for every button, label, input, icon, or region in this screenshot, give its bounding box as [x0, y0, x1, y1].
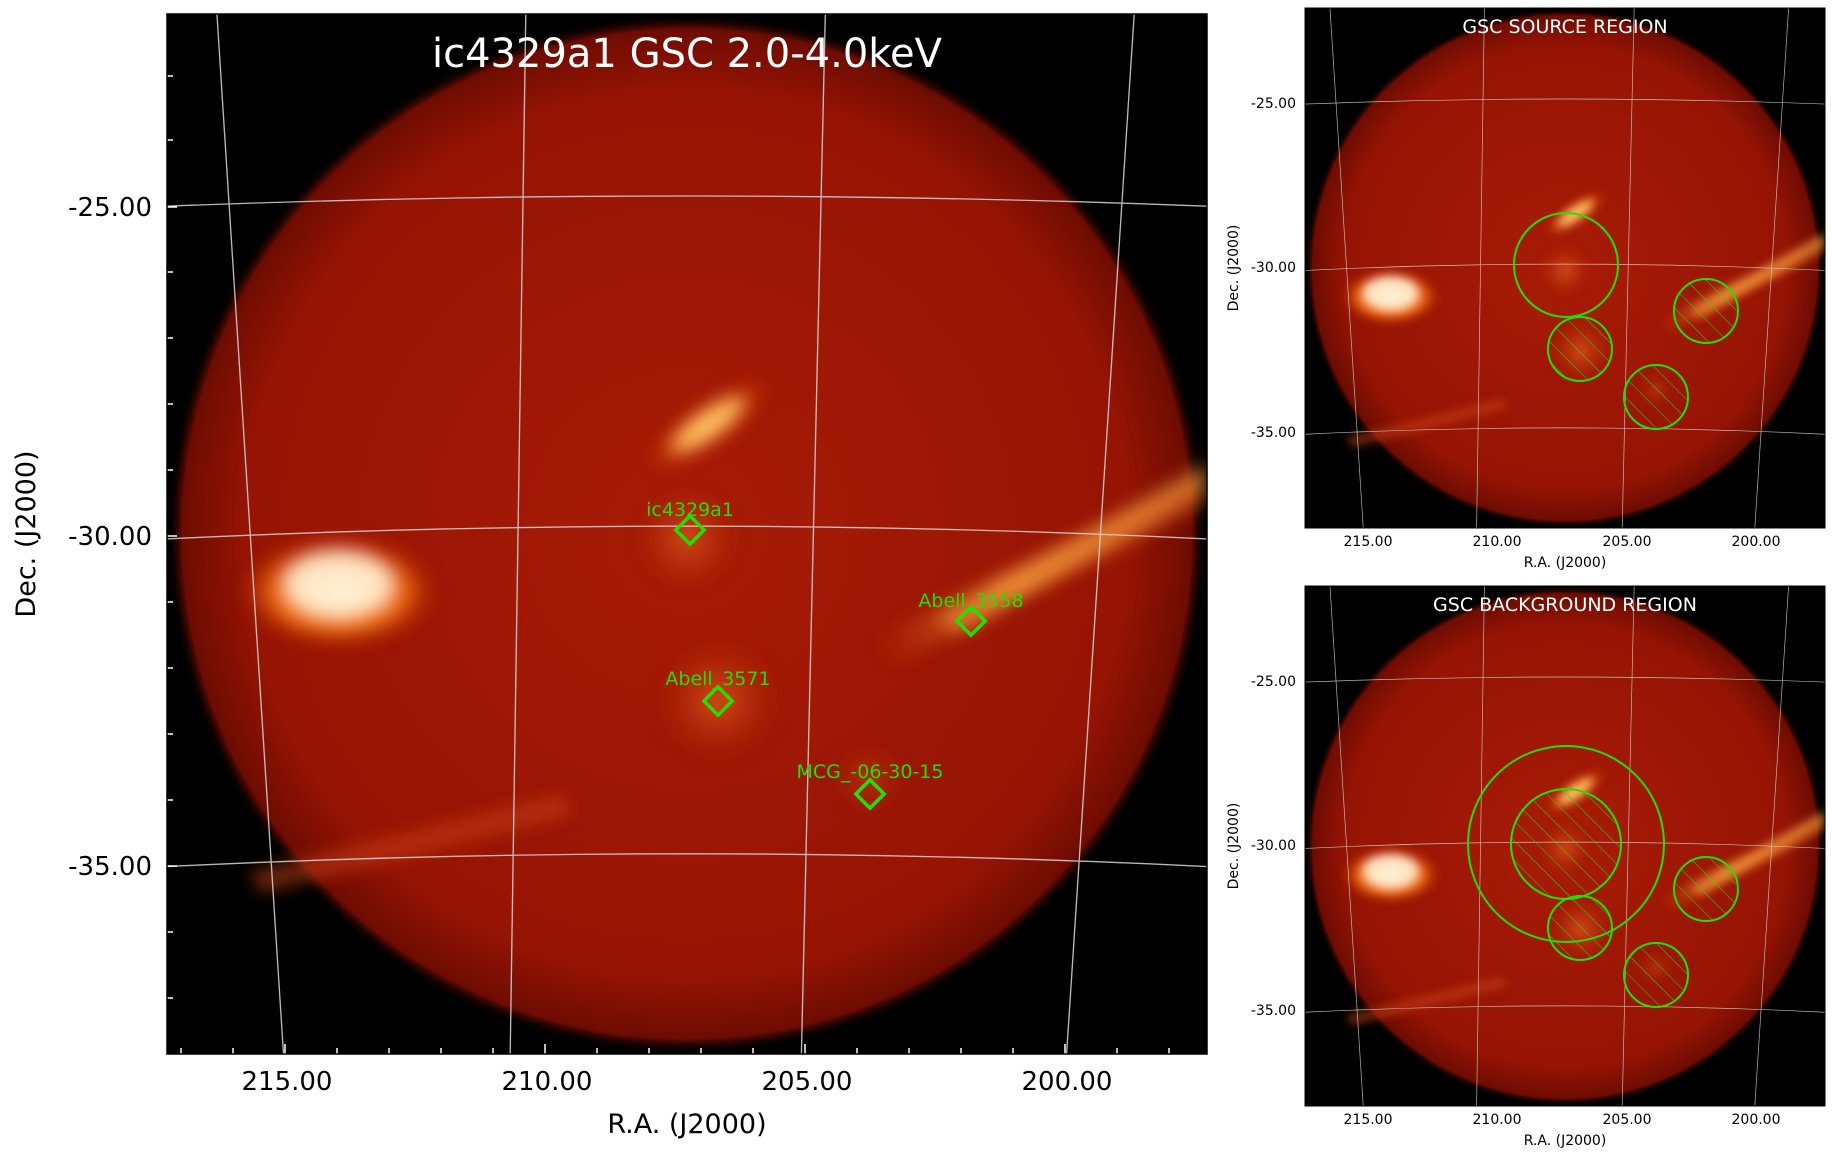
main-ytick-3: -35.00	[68, 852, 152, 882]
source-ytick-3: -35.00	[1251, 425, 1296, 441]
background-ytick-2: -30.00	[1251, 838, 1296, 854]
background-region-panel: GSC BACKGROUND REGION -25.00 -30.00 -35.…	[1226, 585, 1826, 1149]
background-ytick-1: -25.00	[1251, 674, 1296, 690]
source-marker-abell-3558	[954, 604, 988, 638]
background-xtick-1: 215.00	[1344, 1112, 1393, 1128]
background-xlabel: R.A. (J2000)	[1524, 1133, 1607, 1149]
background-panel-title: GSC BACKGROUND REGION	[1433, 594, 1697, 616]
main-xtick-4: 200.00	[1022, 1067, 1113, 1097]
source-extraction-circle	[1513, 212, 1619, 318]
main-sky-image	[162, 14, 1212, 1054]
source-marker-mcg-06-30-15	[853, 777, 887, 811]
source-ytick-2: -30.00	[1251, 260, 1296, 276]
background-annulus-inner	[1510, 788, 1622, 900]
source-xtick-1: 215.00	[1344, 534, 1393, 550]
main-xtick-3: 205.00	[762, 1067, 853, 1097]
excluded-region-mcg-06-30-15	[1623, 364, 1689, 430]
main-title: ic4329a1 GSC 2.0-4.0keV	[432, 31, 943, 77]
main-ytick-2: -30.00	[68, 522, 152, 552]
source-markers	[673, 513, 988, 811]
background-ytick-3: -35.00	[1251, 1003, 1296, 1019]
main-panel: ic4329a1 Abell_3558 Abell_3571 MCG_-06-3…	[11, 13, 1212, 1140]
source-label-abell-3558: Abell_3558	[918, 590, 1023, 612]
source-ylabel: Dec. (J2000)	[1226, 225, 1242, 312]
background-ylabel: Dec. (J2000)	[1226, 803, 1242, 890]
source-xtick-4: 200.00	[1732, 534, 1781, 550]
bg-excluded-region-mcg-06-30-15	[1623, 942, 1689, 1008]
background-xtick-2: 210.00	[1473, 1112, 1522, 1128]
bg-excluded-region-abell-3571	[1547, 895, 1613, 961]
source-marker-ic4329a1	[673, 513, 707, 547]
excluded-region-abell-3558	[1673, 278, 1739, 344]
source-marker-abell-3571	[701, 684, 735, 718]
source-xtick-3: 205.00	[1603, 534, 1652, 550]
bg-excluded-region-abell-3558	[1673, 856, 1739, 922]
source-xlabel: R.A. (J2000)	[1524, 555, 1607, 571]
source-label-abell-3571: Abell_3571	[665, 668, 770, 690]
source-region-panel: GSC SOURCE REGION -25.00 -30.00 -35.00 2…	[1226, 7, 1827, 571]
source-label-mcg-06-30-15: MCG_-06-30-15	[797, 761, 944, 783]
background-xtick-3: 205.00	[1603, 1112, 1652, 1128]
background-regions	[1467, 745, 1739, 1008]
source-regions	[1513, 212, 1739, 430]
main-xtick-2: 210.00	[502, 1067, 593, 1097]
source-label-ic4329a1: ic4329a1	[646, 499, 734, 521]
main-xtick-1: 215.00	[242, 1067, 333, 1097]
source-sky-image	[1302, 8, 1827, 528]
source-xtick-2: 210.00	[1473, 534, 1522, 550]
source-panel-title: GSC SOURCE REGION	[1462, 16, 1667, 38]
excluded-region-abell-3571	[1547, 316, 1613, 382]
background-xtick-4: 200.00	[1732, 1112, 1781, 1128]
main-ylabel: Dec. (J2000)	[11, 450, 42, 617]
main-xlabel: R.A. (J2000)	[607, 1109, 766, 1140]
main-ytick-1: -25.00	[68, 193, 152, 223]
source-ytick-1: -25.00	[1251, 96, 1296, 112]
main-frame-ticks	[167, 75, 1170, 1054]
